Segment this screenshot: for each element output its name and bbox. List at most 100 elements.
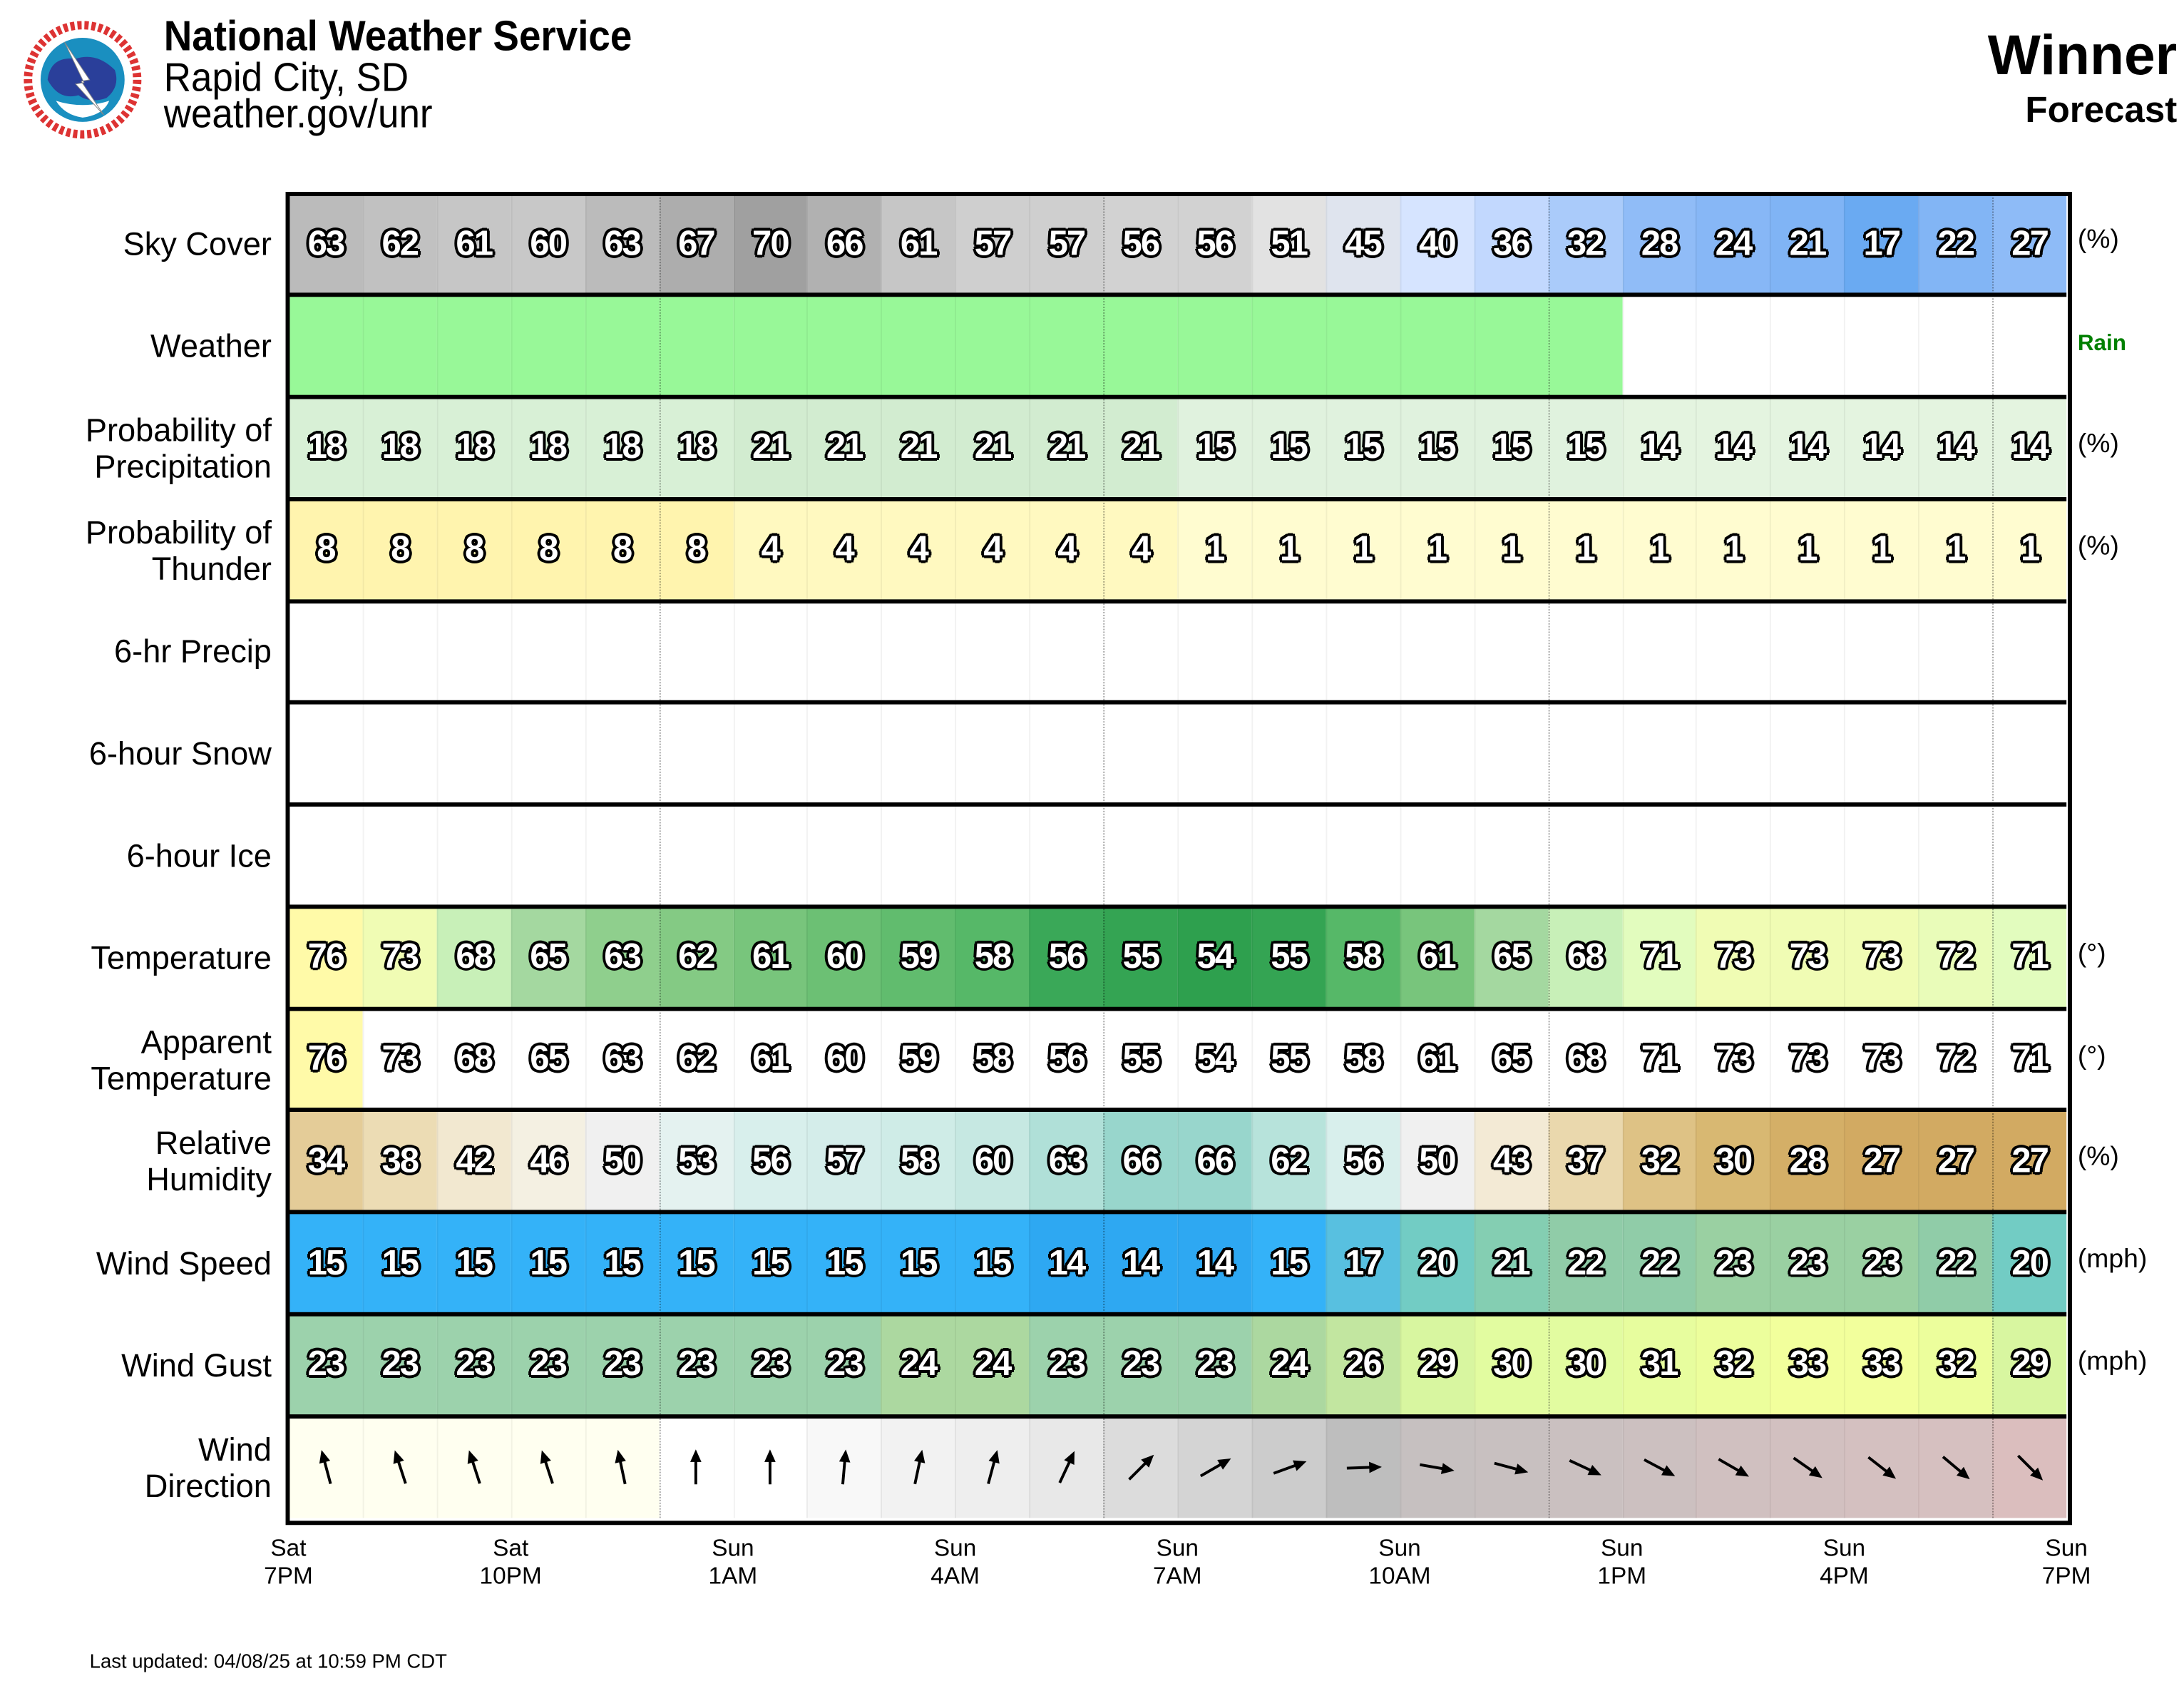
snow6-cell bbox=[955, 702, 1030, 805]
ice6-cell bbox=[1918, 804, 1994, 907]
rh-value: 27 bbox=[2011, 1140, 2049, 1180]
snow6-cell bbox=[1621, 702, 1697, 805]
rh-value: 53 bbox=[678, 1140, 716, 1180]
rh-cell: 27 bbox=[1844, 1110, 1919, 1212]
wind-cell: 22 bbox=[1547, 1212, 1623, 1314]
grid-line bbox=[1103, 193, 1105, 1518]
thunder-cell: 8 bbox=[658, 499, 734, 601]
row-label-apparent: Apparent Temperature bbox=[91, 1023, 272, 1095]
pop-cell: 18 bbox=[288, 397, 364, 499]
location-title: Winner bbox=[1987, 25, 2178, 87]
wind-cell: 21 bbox=[1473, 1212, 1549, 1314]
gust-value: 26 bbox=[1345, 1344, 1383, 1384]
wind-arrow-icon bbox=[839, 1448, 851, 1484]
wind-cell: 15 bbox=[955, 1212, 1030, 1314]
weather-cell bbox=[955, 295, 1030, 397]
row-unit-pop: (%) bbox=[2077, 429, 2119, 459]
sky-value: 56 bbox=[1122, 223, 1160, 263]
weather-cell bbox=[1918, 295, 1994, 397]
sky-cell: 28 bbox=[1621, 193, 1697, 295]
ice6-cell bbox=[1326, 804, 1400, 907]
wind-cell: 15 bbox=[436, 1212, 512, 1314]
office-url[interactable]: weather.gov/unr bbox=[163, 92, 433, 138]
wind-arrow-icon bbox=[1718, 1457, 1750, 1476]
row-unit-sky: (%) bbox=[2077, 225, 2119, 256]
ice6-cell bbox=[1844, 804, 1919, 907]
grid-line bbox=[1547, 193, 1549, 1518]
gust-cell: 23 bbox=[288, 1314, 364, 1416]
wdir-cell bbox=[1103, 1416, 1179, 1518]
temp-value: 73 bbox=[1715, 937, 1753, 977]
rh-cell: 38 bbox=[362, 1110, 438, 1212]
pop-value: 21 bbox=[974, 427, 1012, 467]
apparent-value: 65 bbox=[1492, 1038, 1531, 1078]
sky-cell: 22 bbox=[1918, 193, 1994, 295]
pop-cell: 15 bbox=[1473, 397, 1549, 499]
thunder-value: 4 bbox=[909, 529, 928, 569]
gust-value: 23 bbox=[1122, 1344, 1160, 1384]
pop-value: 14 bbox=[2011, 427, 2049, 467]
wind-value: 15 bbox=[530, 1242, 568, 1282]
row-label-line: Temperature bbox=[91, 1059, 272, 1096]
sky-cell: 61 bbox=[881, 193, 956, 295]
pop-cell: 14 bbox=[1918, 397, 1994, 499]
grid-line bbox=[1992, 193, 1994, 1518]
snow6-cell bbox=[1770, 702, 1845, 805]
wdir-cell bbox=[1029, 1416, 1104, 1518]
sky-value: 27 bbox=[2011, 223, 2049, 263]
thunder-value: 1 bbox=[1502, 529, 1522, 569]
gust-cell: 23 bbox=[1103, 1314, 1179, 1416]
precip6-cell bbox=[1696, 601, 1771, 703]
gust-value: 33 bbox=[1863, 1344, 1902, 1384]
sky-value: 36 bbox=[1492, 223, 1531, 263]
row-precip6 bbox=[288, 601, 2068, 703]
wind-arrow-icon bbox=[1569, 1458, 1602, 1475]
apparent-cell: 73 bbox=[362, 1008, 438, 1110]
grid-line bbox=[585, 193, 587, 1518]
apparent-cell: 54 bbox=[1177, 1008, 1253, 1110]
rh-value: 38 bbox=[381, 1140, 419, 1180]
row-unit-wind: (mph) bbox=[2077, 1245, 2148, 1274]
weather-cell bbox=[1621, 295, 1697, 397]
grid-line bbox=[511, 193, 513, 1518]
pop-value: 21 bbox=[1048, 427, 1087, 467]
apparent-value: 60 bbox=[826, 1038, 864, 1078]
temp-value: 68 bbox=[456, 937, 493, 977]
pop-cell: 14 bbox=[1844, 397, 1919, 499]
temp-value: 60 bbox=[826, 937, 864, 977]
gust-value: 23 bbox=[752, 1344, 790, 1384]
apparent-cell: 60 bbox=[806, 1008, 882, 1110]
ice6-cell bbox=[732, 804, 808, 907]
gust-value: 30 bbox=[1492, 1344, 1531, 1384]
snow6-cell bbox=[1326, 702, 1400, 805]
x-tick-day: Sat bbox=[493, 1534, 529, 1562]
apparent-value: 55 bbox=[1122, 1038, 1160, 1078]
temp-cell: 73 bbox=[1844, 906, 1919, 1008]
precip6-cell bbox=[1918, 601, 1994, 703]
snow6-cell bbox=[881, 702, 956, 805]
wind-value: 15 bbox=[307, 1242, 346, 1282]
pop-value: 15 bbox=[1567, 427, 1605, 467]
wind-value: 22 bbox=[1937, 1242, 1975, 1282]
rh-value: 27 bbox=[1937, 1140, 1975, 1180]
thunder-cell: 4 bbox=[881, 499, 956, 601]
thunder-value: 1 bbox=[1279, 529, 1299, 569]
pop-value: 21 bbox=[826, 427, 864, 467]
gust-cell: 32 bbox=[1918, 1314, 1994, 1416]
pop-value: 14 bbox=[1937, 427, 1975, 467]
gust-cell: 30 bbox=[1473, 1314, 1549, 1416]
gust-value: 24 bbox=[974, 1344, 1012, 1384]
temp-cell: 72 bbox=[1918, 906, 1994, 1008]
ice6-cell bbox=[1547, 804, 1623, 907]
wind-cell: 15 bbox=[288, 1212, 364, 1314]
precip6-cell bbox=[1621, 601, 1697, 703]
thunder-cell: 8 bbox=[288, 499, 364, 601]
sky-cell: 45 bbox=[1326, 193, 1400, 295]
org-name: National Weather Service bbox=[163, 14, 632, 61]
ice6-cell bbox=[1029, 804, 1104, 907]
apparent-value: 63 bbox=[604, 1038, 642, 1078]
precip6-cell bbox=[881, 601, 956, 703]
thunder-value: 4 bbox=[1132, 529, 1151, 569]
rh-cell: 43 bbox=[1473, 1110, 1549, 1212]
row-divider bbox=[288, 1414, 2067, 1419]
